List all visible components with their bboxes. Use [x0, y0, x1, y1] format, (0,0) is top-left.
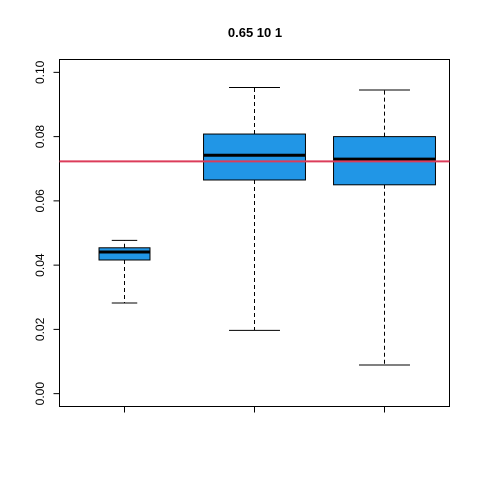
iqr-box — [203, 133, 306, 181]
iqr-box — [98, 247, 151, 261]
chart-title: 0.65 10 1 — [228, 25, 282, 40]
y-tick-label: 0.10 — [33, 60, 47, 84]
box-1 — [98, 239, 151, 304]
y-axis: 0.00 0.02 0.04 0.06 0.08 0.10 — [33, 60, 60, 405]
box-group — [98, 86, 436, 366]
box-2 — [203, 86, 306, 331]
y-tick-label: 0.02 — [33, 317, 47, 341]
x-axis — [124, 406, 385, 413]
y-tick-label: 0.06 — [33, 189, 47, 213]
y-tick-label: 0.00 — [33, 382, 47, 406]
y-tick-label: 0.08 — [33, 125, 47, 149]
box-3 — [333, 89, 436, 366]
y-tick-label: 0.04 — [33, 253, 47, 277]
